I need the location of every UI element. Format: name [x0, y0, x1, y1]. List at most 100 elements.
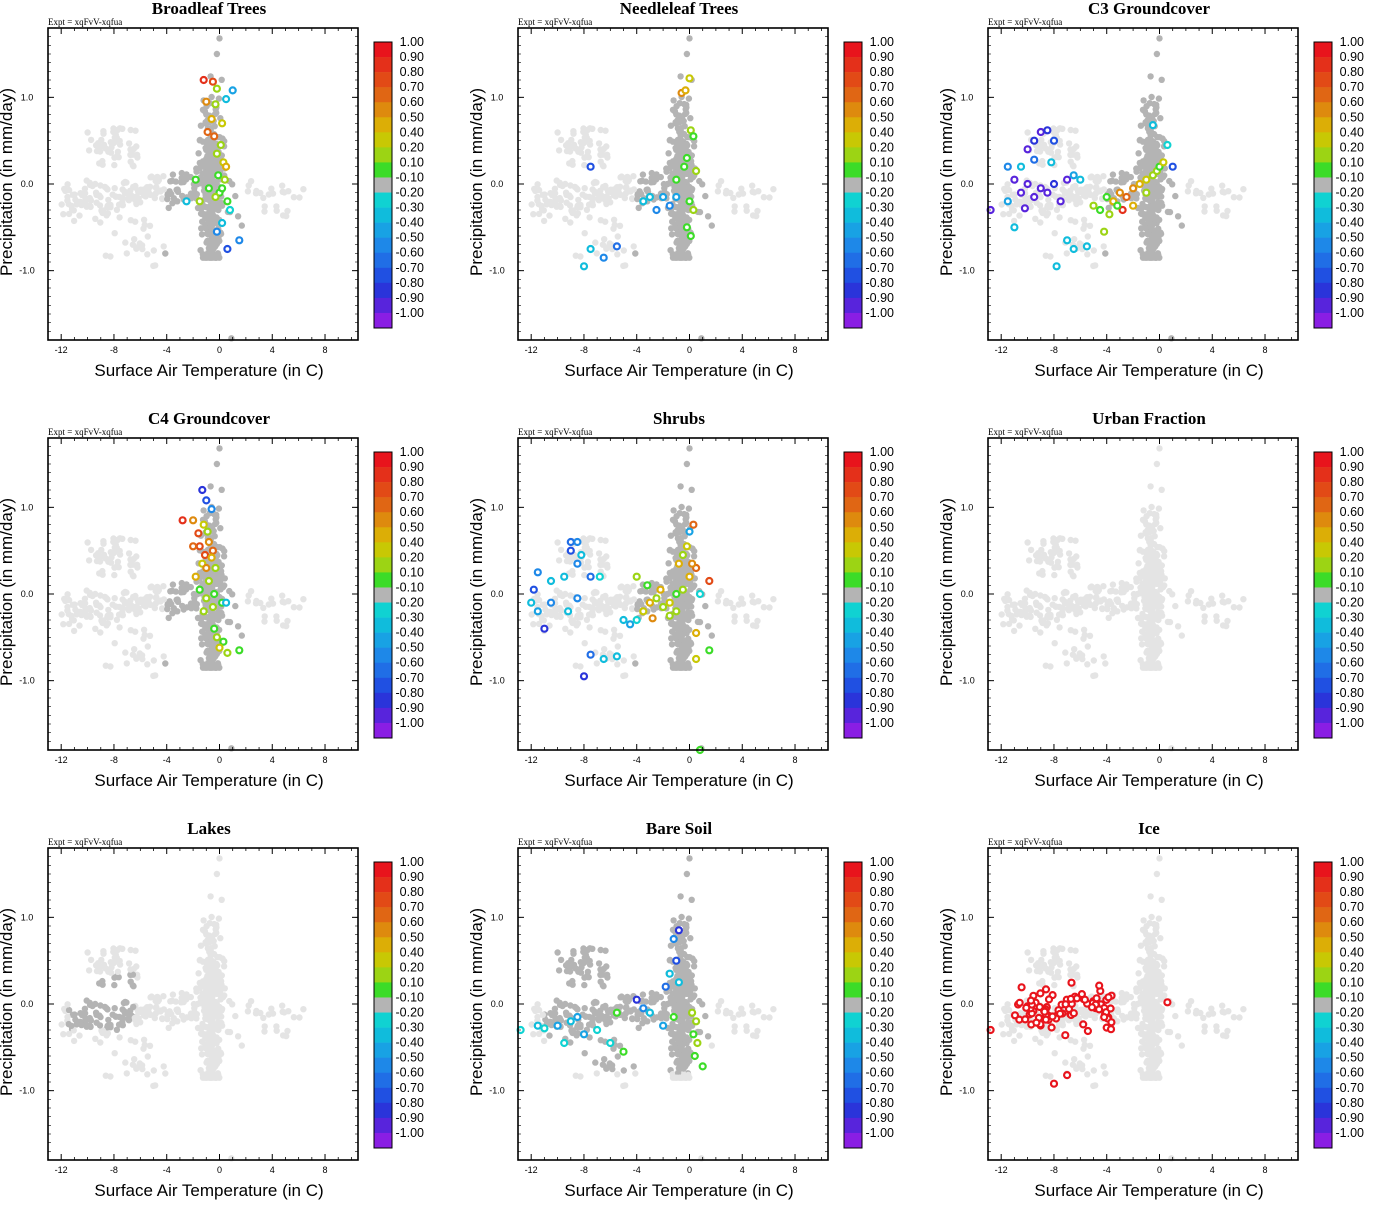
- scatter-point: [575, 197, 581, 203]
- colorbar-segment: [844, 482, 862, 497]
- scatter-point: [1060, 612, 1066, 618]
- colorbar-segment: [844, 527, 862, 542]
- scatter-point: [670, 97, 676, 103]
- scatter-point: [585, 149, 591, 155]
- colorbar-segment: [374, 512, 392, 527]
- scatter-point: [166, 615, 172, 621]
- scatter-point: [1055, 149, 1061, 155]
- scatter-point: [1185, 598, 1191, 604]
- colorbar-label: -0.70: [1336, 671, 1365, 685]
- scatter-point: [1056, 564, 1062, 570]
- colorbar-label: 0.60: [870, 505, 894, 519]
- scatter-point: [568, 539, 574, 545]
- scatter-point: [691, 553, 697, 559]
- scatter-point: [88, 547, 94, 553]
- scatter-point: [1169, 181, 1175, 187]
- colorbar-segment: [374, 708, 392, 723]
- scatter-point: [1011, 218, 1017, 224]
- scatter-point: [715, 188, 721, 194]
- y-tick-label: -1.0: [489, 676, 505, 686]
- scatter-point: [575, 203, 581, 209]
- scatter-point: [1054, 617, 1060, 623]
- scatter-point: [554, 129, 560, 135]
- scatter-point: [679, 575, 685, 581]
- colorbar-segment: [1314, 603, 1332, 618]
- colorbar-label: 0.20: [870, 550, 894, 564]
- colorbar-segment: [1314, 527, 1332, 542]
- colorbar-label: 0.80: [400, 475, 424, 489]
- scatter-point: [127, 556, 133, 562]
- scatter-point: [581, 162, 587, 168]
- colorbar: 1.000.900.800.700.600.500.400.200.10-0.1…: [1314, 35, 1364, 328]
- scatter-point: [1011, 177, 1017, 183]
- x-tick-label: 4: [1210, 345, 1215, 355]
- colorbar-segment: [844, 512, 862, 527]
- scatter-point: [723, 190, 729, 196]
- scatter-point: [528, 600, 534, 606]
- scatter-point: [217, 586, 223, 592]
- scatter-point: [1057, 535, 1063, 541]
- scatter-point: [203, 497, 209, 503]
- scatter-point: [607, 199, 613, 205]
- scatter-point: [175, 189, 181, 195]
- scatter-point: [1016, 212, 1022, 218]
- scatter-point: [1011, 224, 1017, 230]
- colorbar-segment: [844, 648, 862, 663]
- x-tick-label: 8: [1263, 345, 1268, 355]
- scatter-point: [1142, 592, 1148, 598]
- scatter-point: [663, 165, 669, 171]
- scatter-point: [1155, 575, 1161, 581]
- scatter-point: [66, 611, 72, 617]
- y-tick-label: 1.0: [491, 92, 504, 102]
- scatter-point: [166, 205, 172, 211]
- scatter-point: [221, 553, 227, 559]
- scatter-point: [1077, 177, 1083, 183]
- scatter-point: [1106, 211, 1112, 217]
- y-tick-label: 1.0: [21, 502, 34, 512]
- scatter-point: [693, 168, 699, 174]
- scatter-point: [119, 596, 125, 602]
- scatter-point: [115, 149, 121, 155]
- scatter-point: [761, 194, 767, 200]
- scatter-point: [663, 591, 669, 597]
- scatter-point: [200, 507, 206, 513]
- expt-label: Expt = xqFvV-xqfua: [988, 427, 1062, 437]
- y-tick-label: 1.0: [961, 92, 974, 102]
- colorbar-segment: [1314, 283, 1332, 298]
- scatter-point: [1148, 655, 1154, 661]
- scatter-point: [1064, 177, 1070, 183]
- scatter-point: [1072, 538, 1078, 544]
- scatter-point: [1042, 594, 1048, 600]
- y-tick-label: 0.0: [491, 589, 504, 599]
- scatter-point: [1142, 119, 1148, 125]
- colorbar-label: -1.00: [1336, 306, 1365, 320]
- scatter-point: [586, 154, 592, 160]
- scatter-point: [219, 120, 225, 126]
- scatter-point: [584, 617, 590, 623]
- scatter-point: [280, 599, 286, 605]
- colorbar-label: 0.20: [1340, 550, 1364, 564]
- scatter-point: [208, 245, 214, 251]
- scatter-point: [706, 647, 712, 653]
- colorbar-label: -0.40: [396, 626, 425, 640]
- scatter-point: [1140, 107, 1146, 113]
- colorbar-label: 0.60: [400, 95, 424, 109]
- scatter-point: [1058, 604, 1064, 610]
- scatter-point: [1144, 139, 1150, 145]
- scatter-point: [690, 522, 696, 528]
- scatter-point: [283, 213, 289, 219]
- scatter-point: [670, 107, 676, 113]
- scatter-point: [660, 194, 666, 200]
- scatter-point: [1100, 173, 1106, 179]
- colorbar-label: 0.50: [870, 520, 894, 534]
- scatter-point: [291, 194, 297, 200]
- scatter-point: [603, 143, 609, 149]
- colorbar-segment: [844, 117, 862, 132]
- scatter-point: [596, 140, 602, 146]
- scatter-point: [96, 160, 102, 166]
- scatter-point: [1169, 591, 1175, 597]
- scatter-point: [1145, 624, 1151, 630]
- scatter-point: [632, 250, 638, 256]
- x-tick-label: 4: [740, 755, 745, 765]
- scatter-point: [625, 178, 631, 184]
